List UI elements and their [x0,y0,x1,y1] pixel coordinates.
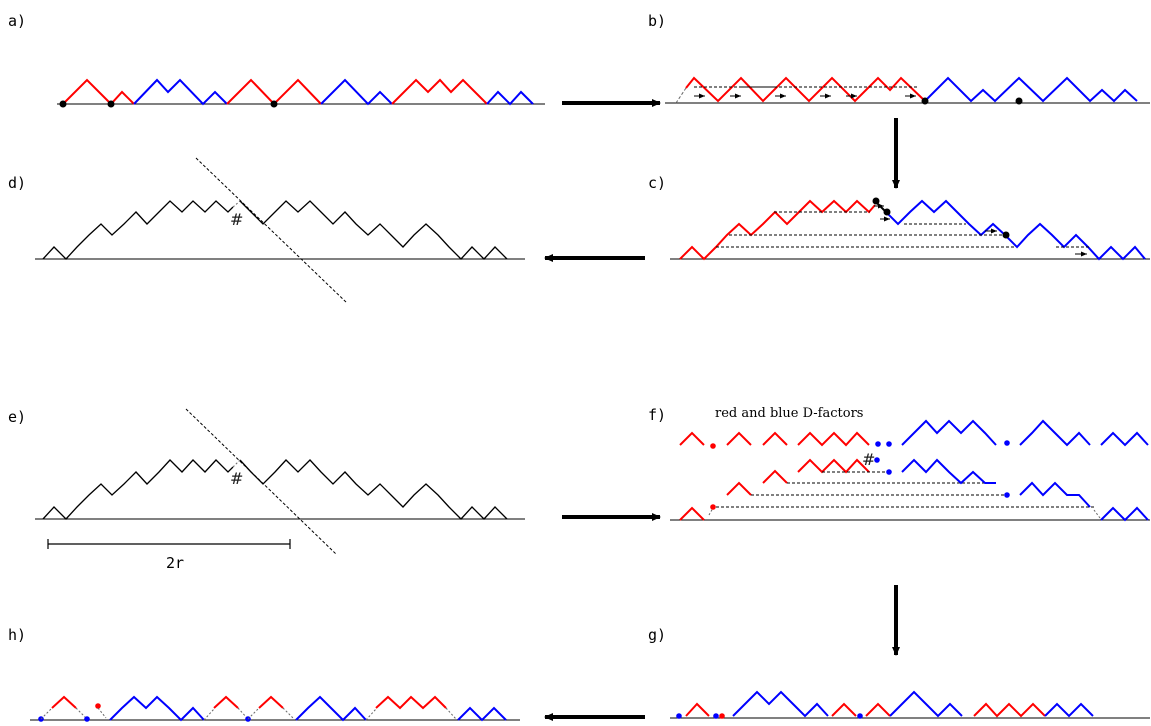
panel-label-e: e) [8,408,26,426]
panel-label-d: d) [8,174,26,192]
hash-mark-f: # [862,450,875,469]
panel-label-g: g) [648,626,666,644]
panel-label-c: c) [648,174,666,192]
panel-b [665,76,1150,105]
panel-h [30,695,520,722]
panel-g [670,690,1150,719]
transition-arrows [544,99,900,721]
hash-mark-d: # [230,210,243,229]
panel-e: # 2r [35,408,525,572]
panel-label-a: a) [8,12,26,30]
panel-label-h: h) [8,626,26,644]
hash-mark-e: # [230,469,243,488]
panel-f: # [670,419,1150,522]
panel-label-f: f) [648,406,666,424]
length-label-2r: 2r [166,554,184,572]
panel-d: # [35,157,525,304]
panel-label-b: b) [648,12,666,30]
panel-a [57,78,545,108]
panel-f-caption: red and blue D-factors [715,406,863,421]
panel-c [670,197,1150,261]
